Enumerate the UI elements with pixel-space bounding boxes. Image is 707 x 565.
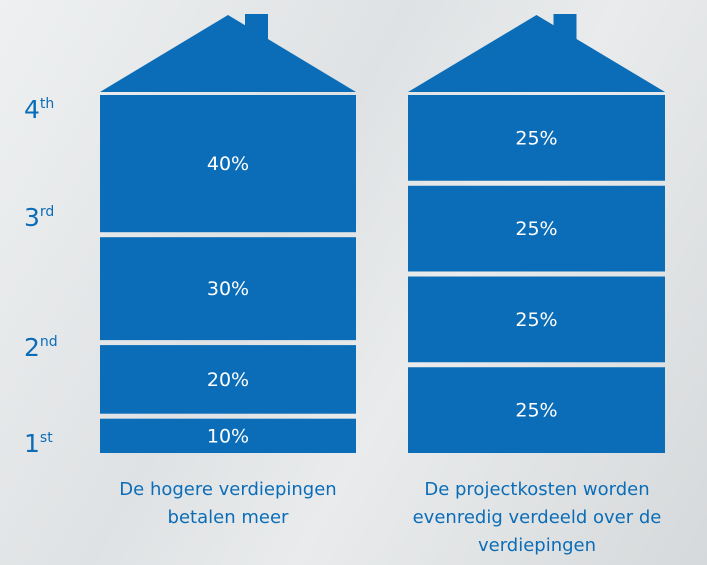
roof xyxy=(408,15,665,92)
floor-label: 1st xyxy=(24,429,53,458)
segment-label: 25% xyxy=(515,127,557,149)
chimney xyxy=(554,14,577,54)
floor-number: 2 xyxy=(24,333,40,362)
floor-number: 1 xyxy=(24,429,40,458)
chimney xyxy=(245,14,268,54)
segment-label: 20% xyxy=(207,369,249,391)
segment-label: 30% xyxy=(207,278,249,300)
floor-number: 3 xyxy=(24,203,40,232)
floor-label: 4th xyxy=(24,95,54,124)
floor-suffix: rd xyxy=(40,204,54,220)
segment-label: 25% xyxy=(515,218,557,240)
segment-label: 40% xyxy=(207,153,249,175)
caption: De projectkosten worden evenredig verdee… xyxy=(397,476,677,560)
segment-label: 25% xyxy=(515,309,557,331)
floor-suffix: st xyxy=(40,430,53,446)
roof xyxy=(100,15,356,92)
segment-label: 10% xyxy=(207,425,249,447)
caption: De hogere verdiepingen betalen meer xyxy=(88,476,368,532)
floor-label: 3rd xyxy=(24,203,54,232)
floor-suffix: nd xyxy=(40,334,58,350)
page: {"floor_labels": [ {"base": "4", "sup": … xyxy=(0,0,707,565)
segment-label: 25% xyxy=(515,400,557,422)
floor-label: 2nd xyxy=(24,333,58,362)
floor-suffix: th xyxy=(40,96,54,112)
floor-number: 4 xyxy=(24,95,40,124)
